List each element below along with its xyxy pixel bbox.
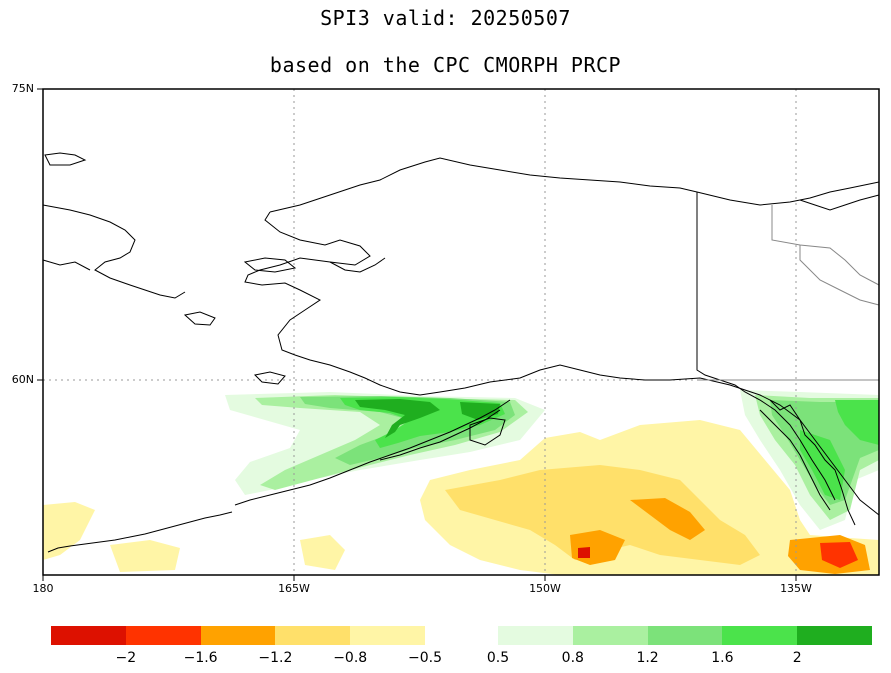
colorbar-swatch-wet-2 (647, 626, 723, 645)
colorbar-label-wet-3: 1.6 (711, 650, 734, 666)
colorbar-label-wet-1: 0.8 (561, 650, 584, 666)
colorbar-label-wet-4: 2 (792, 650, 802, 666)
colorbar-swatch-dry-0 (51, 626, 127, 645)
province-borders (697, 205, 880, 381)
x-tick-135w: 135W (780, 582, 812, 595)
colorbar-swatch-wet-1 (572, 626, 649, 645)
colorbar-swatch-dry-3 (275, 626, 351, 645)
colorbar-swatch-wet-4 (797, 626, 873, 645)
colorbar-label-dry-4: −0.5 (408, 650, 442, 666)
x-tick-150w: 150W (529, 582, 561, 595)
colorbar-swatch-wet-3 (722, 626, 798, 645)
x-tick-180: 180 (32, 582, 54, 595)
colorbar-swatch-dry-4 (350, 626, 426, 645)
x-tick-165w: 165W (278, 582, 310, 595)
map-frame (42, 88, 880, 576)
colorbar-label-dry-3: −0.8 (333, 650, 368, 666)
colorbar-swatch-dry-1 (125, 626, 202, 645)
colorbar-label-dry-2: −1.2 (258, 650, 293, 666)
colorbar-label-dry-1: −1.6 (183, 650, 218, 666)
coastlines (42, 152, 880, 553)
map-title: SPI3 valid: 20250507 (320, 6, 571, 30)
colorbar-swatch-dry-2 (200, 626, 276, 645)
colorbar-swatch-wet-0 (498, 626, 574, 645)
y-tick-60n: 60N (11, 373, 34, 386)
colorbar-label-wet-2: 1.2 (636, 650, 659, 666)
map-subtitle: based on the CPC CMORPH PRCP (269, 53, 622, 77)
colorbar-label-wet-0: 0.5 (486, 650, 510, 666)
colorbar-label-dry-0: −2 (115, 650, 137, 666)
spi-shading (43, 390, 879, 575)
y-tick-75n: 75N (11, 82, 34, 95)
borders (696, 192, 836, 501)
